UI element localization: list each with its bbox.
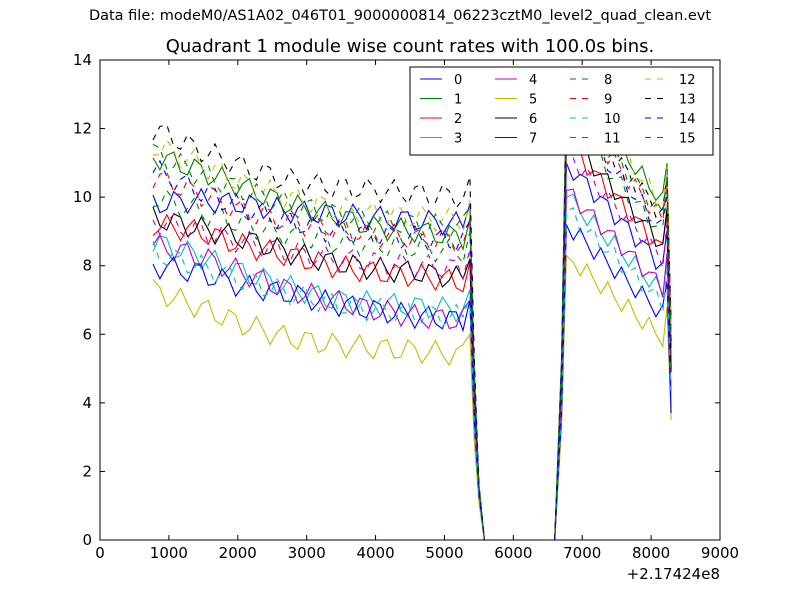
legend-label-5: 5: [529, 93, 537, 108]
x-tick-label: 1000: [150, 544, 188, 562]
legend-label-4: 4: [529, 73, 537, 88]
y-tick-label: 14: [73, 51, 92, 69]
series-line-6: [152, 135, 672, 541]
x-tick-label: 8000: [632, 544, 670, 562]
x-tick-label: 0: [95, 544, 105, 562]
x-offset-label: +2.17424e8: [627, 565, 720, 583]
x-tick-label: 6000: [494, 544, 532, 562]
legend-label-0: 0: [454, 73, 462, 88]
legend-label-3: 3: [454, 132, 462, 147]
legend-label-1: 1: [454, 93, 462, 108]
plot-frame: [99, 59, 721, 541]
series-line-4: [152, 188, 672, 541]
series-line-12: [152, 83, 672, 541]
axes: 0 1000 2000 3000 4000 5000 6000 7000 8000 9000+2.…: [73, 51, 739, 583]
legend-label-15: 15: [679, 132, 696, 147]
legend-label-10: 10: [604, 112, 621, 127]
series-line-5: [152, 254, 672, 541]
series-line-3: [152, 193, 672, 541]
x-tick-label: 4000: [356, 544, 394, 562]
legend-label-13: 13: [679, 93, 696, 108]
legend-label-14: 14: [679, 112, 696, 127]
legend-label-9: 9: [604, 93, 612, 108]
series-line-10: [152, 207, 672, 541]
chart-title: Quadrant 1 module wise count rates with …: [165, 36, 655, 57]
series-line-0: [152, 162, 672, 541]
legend-label-11: 11: [604, 132, 621, 147]
x-tick-label: 5000: [425, 544, 463, 562]
y-tick-label: 8: [82, 257, 92, 275]
y-tick-label: 2: [82, 462, 92, 480]
data-file-suptitle: Data file: modeM0/AS1A02_046T01_90000008…: [88, 8, 712, 24]
series-line-7: [152, 224, 672, 541]
legend-label-8: 8: [604, 73, 612, 88]
legend-label-7: 7: [529, 132, 537, 147]
legend-label-2: 2: [454, 112, 462, 127]
series-line-2: [152, 141, 672, 541]
x-tick-label: 7000: [563, 544, 601, 562]
y-tick-label: 10: [73, 188, 92, 206]
series-line-11: [152, 151, 672, 541]
y-tick-label: 12: [73, 120, 92, 138]
series-line-13: [152, 97, 672, 541]
legend-box: [409, 66, 714, 156]
legend-label-6: 6: [529, 112, 537, 127]
legend-label-12: 12: [679, 73, 696, 88]
y-tick-label: 6: [82, 325, 92, 343]
x-tick-label: 9000: [701, 544, 739, 562]
y-tick-label: 4: [82, 394, 92, 412]
x-tick-label: 3000: [288, 544, 326, 562]
y-tick-label: 0: [82, 531, 92, 549]
x-tick-label: 2000: [219, 544, 257, 562]
